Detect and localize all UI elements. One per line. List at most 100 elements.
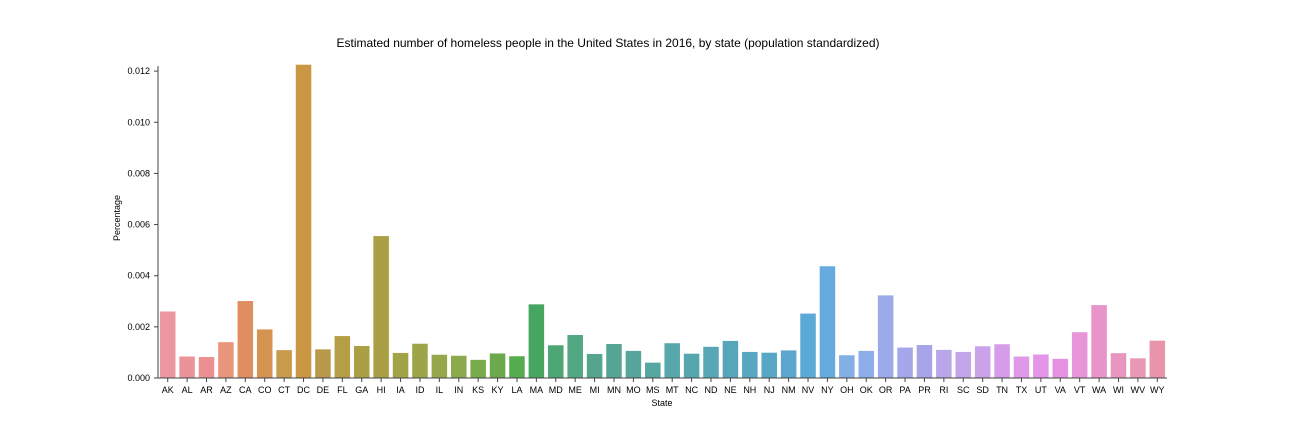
- x-tick-label: AL: [182, 385, 193, 395]
- x-tick-label: MS: [646, 385, 660, 395]
- bar-wy: [1149, 340, 1166, 378]
- x-tick-label: WI: [1113, 385, 1124, 395]
- bar-dc: [295, 64, 312, 378]
- x-tick-label: GA: [355, 385, 368, 395]
- bar-me: [567, 335, 583, 378]
- x-tick-label: MN: [607, 385, 621, 395]
- x-tick-label: NJ: [764, 385, 775, 395]
- x-tick-label: NC: [685, 385, 698, 395]
- bar-mn: [606, 343, 622, 378]
- bar-or: [877, 295, 894, 378]
- bar-tx: [1013, 356, 1030, 378]
- x-tick-label: AZ: [220, 385, 232, 395]
- chart-title: Estimated number of homeless people in t…: [337, 36, 880, 50]
- bar-ks: [470, 359, 486, 378]
- bar-pr: [916, 345, 933, 378]
- bar-hi: [373, 236, 389, 378]
- bar-fl: [334, 336, 351, 378]
- x-tick-label: TX: [1016, 385, 1028, 395]
- y-tick-label: 0.002: [127, 322, 150, 332]
- x-tick-label: IN: [454, 385, 463, 395]
- bar-pa: [897, 347, 913, 378]
- x-tick-label: HI: [377, 385, 386, 395]
- y-tick-label: 0.010: [127, 117, 150, 127]
- x-tick-label: DC: [297, 385, 310, 395]
- x-tick-label: SC: [957, 385, 970, 395]
- bar-id: [412, 343, 428, 378]
- x-tick-label: CO: [258, 385, 272, 395]
- x-tick-label: LA: [511, 385, 522, 395]
- bar-sd: [974, 346, 991, 378]
- x-tick-label: WV: [1131, 385, 1146, 395]
- x-tick-label: AK: [162, 385, 174, 395]
- x-tick-label: TN: [996, 385, 1008, 395]
- bar-oh: [839, 355, 855, 378]
- x-tick-label: MD: [549, 385, 563, 395]
- bar-mo: [625, 350, 642, 378]
- x-tick-label: ME: [568, 385, 582, 395]
- bar-ny: [819, 266, 836, 378]
- bar-ct: [276, 350, 292, 378]
- bar-ky: [489, 353, 506, 378]
- x-tick-label: NY: [821, 385, 834, 395]
- bar-ga: [353, 346, 370, 378]
- bar-ar: [198, 357, 215, 378]
- x-tick-label: MT: [666, 385, 679, 395]
- y-tick-label: 0.006: [127, 220, 150, 230]
- bar-sc: [955, 351, 972, 378]
- x-tick-label: AR: [200, 385, 213, 395]
- bar-de: [315, 349, 331, 378]
- bar-vt: [1071, 332, 1088, 378]
- bar-va: [1052, 358, 1069, 378]
- x-tick-label: RI: [939, 385, 948, 395]
- x-axis-label: State: [651, 398, 672, 408]
- bar-nh: [742, 351, 758, 378]
- x-tick-label: NM: [782, 385, 796, 395]
- x-tick-label: VT: [1074, 385, 1086, 395]
- bar-wv: [1130, 358, 1146, 378]
- bar-nv: [800, 313, 816, 378]
- y-axis-label: Percentage: [112, 195, 122, 241]
- bar-ok: [858, 350, 875, 378]
- x-tick-label: VA: [1055, 385, 1066, 395]
- x-tick-label: PA: [899, 385, 910, 395]
- bar-co: [256, 329, 273, 378]
- x-tick-label: FL: [337, 385, 348, 395]
- bar-ms: [645, 362, 661, 378]
- x-tick-label: OK: [860, 385, 873, 395]
- bar-az: [218, 342, 234, 378]
- bar-nj: [761, 352, 777, 378]
- x-tick-label: SD: [976, 385, 989, 395]
- x-tick-label: CA: [239, 385, 252, 395]
- x-tick-label: CT: [278, 385, 290, 395]
- y-tick-label: 0.012: [127, 66, 150, 76]
- x-tick-label: ND: [705, 385, 718, 395]
- bar-wi: [1110, 353, 1127, 378]
- x-tick-label: MO: [626, 385, 641, 395]
- y-axis: 0.000 0.002 0.004 0.006 0.008 0.010 0.012: [127, 66, 159, 383]
- x-tick-label: OR: [879, 385, 893, 395]
- bar-mt: [664, 343, 680, 378]
- x-axis: AK AL AR AZ CA CO CT DC DE FL GA HI IA ID IL IN KS KY LA MA…: [158, 377, 1167, 395]
- bar-nc: [683, 353, 700, 378]
- x-tick-label: KY: [492, 385, 504, 395]
- x-tick-label: NE: [724, 385, 737, 395]
- x-tick-label: NV: [802, 385, 815, 395]
- bar-nm: [780, 350, 797, 378]
- x-tick-label: IL: [436, 385, 444, 395]
- bars-group: [159, 64, 1166, 378]
- bar-il: [431, 354, 448, 378]
- x-tick-label: PR: [918, 385, 931, 395]
- bar-md: [548, 345, 564, 378]
- bar-ca: [237, 301, 254, 378]
- x-tick-label: MA: [530, 385, 544, 395]
- bar-mi: [586, 353, 603, 378]
- bar-ne: [722, 340, 739, 378]
- x-tick-label: IA: [396, 385, 405, 395]
- x-tick-label: OH: [840, 385, 854, 395]
- bar-in: [450, 355, 467, 378]
- x-tick-label: UT: [1035, 385, 1047, 395]
- x-tick-label: KS: [472, 385, 484, 395]
- x-tick-label: ID: [415, 385, 425, 395]
